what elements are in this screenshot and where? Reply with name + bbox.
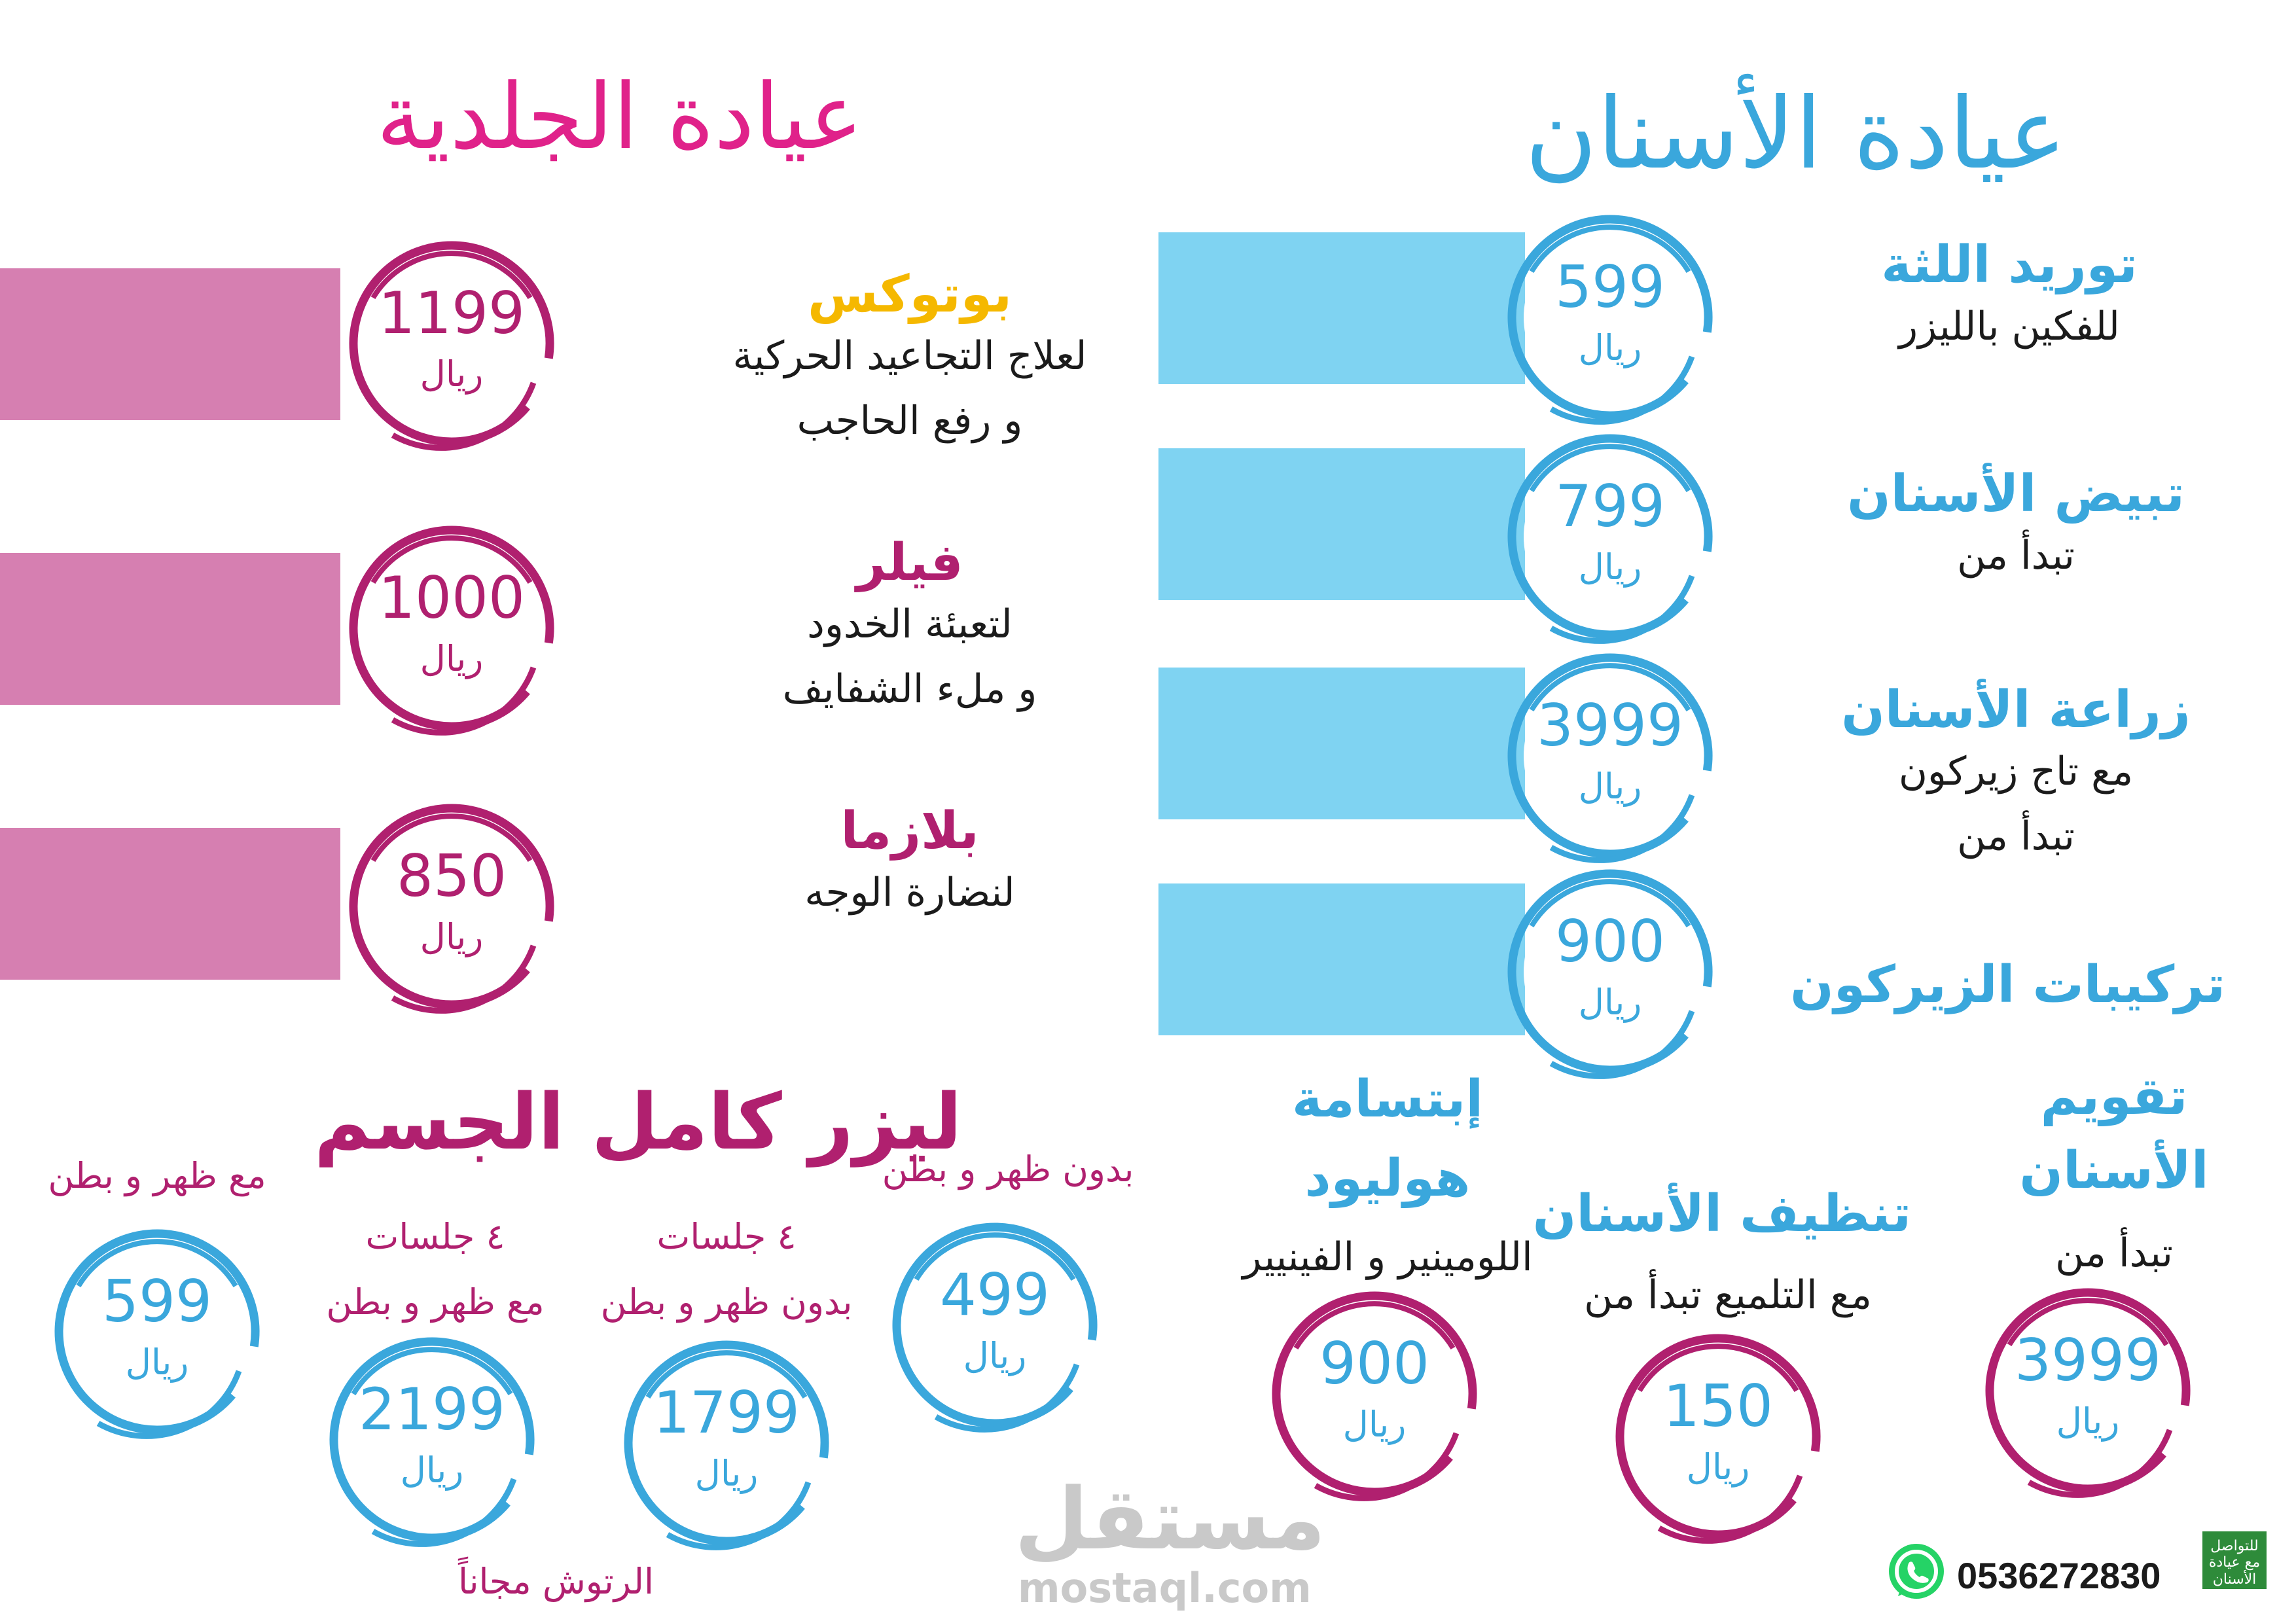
laser-option-1-label: بدون ظهر و بطن [882, 1149, 1134, 1190]
service-desc: لنضارة الوجه [804, 870, 1015, 916]
price-value: 900 [1555, 908, 1665, 975]
service-desc: تبدأ من [1957, 533, 2075, 579]
service-name: بلازما [840, 802, 979, 861]
service-name: تبيض الأسنان [1847, 465, 2185, 524]
price-value: 1199 [378, 279, 525, 347]
currency-label: ريال [963, 1335, 1027, 1376]
whatsapp-icon[interactable] [1885, 1541, 1948, 1604]
dental-bottom-badge-3: 900 ريال [1257, 1276, 1492, 1512]
laser-badge-3: 2199 ريال [314, 1322, 550, 1558]
currency-label: ريال [125, 1342, 189, 1383]
currency-label: ريال [1686, 1446, 1750, 1488]
price-value: 799 [1555, 473, 1665, 540]
service-desc: اللومينير و الفينيير [1242, 1234, 1533, 1280]
contact-phone[interactable]: 0536272830 [1957, 1555, 2161, 1596]
derm-price-badge-3: 850 ريال [334, 789, 569, 1024]
service-name: بوتوكس [808, 265, 1012, 324]
service-desc: لعلاج التجاعيد الحركية و رفع الحاجب [732, 333, 1087, 444]
currency-label: ريال [420, 916, 484, 957]
price-value: 850 [397, 842, 507, 910]
dental-bar-1 [1158, 232, 1525, 384]
price-value: 900 [1319, 1330, 1429, 1397]
currency-label: ريال [420, 353, 484, 395]
service-name: تنظيف الأسنان [1532, 1185, 1911, 1243]
service-desc: للفكين بالليزر [1899, 304, 2120, 349]
dental-bottom-3: إبتسامة هوليود اللومينير و الفينيير [1217, 1060, 1558, 1290]
price-value: 599 [1555, 253, 1665, 321]
price-value: 499 [940, 1261, 1050, 1329]
derm-bar-3 [0, 828, 340, 980]
dental-bar-3 [1158, 668, 1525, 819]
price-value: 1000 [378, 564, 525, 632]
currency-label: ريال [2056, 1400, 2120, 1442]
service-desc: لتعبئة الخدود و ملء الشفايف [782, 601, 1037, 712]
currency-label: ريال [400, 1450, 464, 1491]
dental-bar-4 [1158, 883, 1525, 1035]
laser-option-4-label: مع ظهر و بطن [48, 1155, 266, 1196]
dental-price-badge-3: 3999 ريال [1492, 638, 1728, 874]
service-name: فيلر [856, 533, 963, 592]
currency-label: ريال [1578, 546, 1642, 588]
currency-label: ريال [1578, 982, 1642, 1023]
laser-badge-1: 499 ريال [877, 1207, 1113, 1443]
derm-title: عيادة الجلدية [376, 64, 863, 169]
laser-badge-4: 599 ريال [39, 1214, 275, 1450]
dental-price-badge-4: 900 ريال [1492, 854, 1728, 1090]
service-name: توريد اللثة [1881, 236, 2138, 294]
dental-service-1: توريد اللثة للفكين بالليزر [1826, 236, 2193, 359]
laser-badge-2: 1799 ريال [609, 1325, 844, 1561]
currency-label: ريال [694, 1453, 759, 1494]
dental-service-4: تركيبات الزيركون [1790, 955, 2225, 1014]
derm-price-badge-2: 1000 ريال [334, 510, 569, 746]
service-name: تركيبات الزيركون [1790, 955, 2225, 1014]
service-name: زراعة الأسنان [1841, 681, 2191, 740]
laser-option-3-label: ٤ جلسات مع ظهر و بطن [326, 1216, 545, 1323]
dental-bottom-badge-2: 150 ريال [1600, 1319, 1836, 1554]
derm-service-1: بوتوكس لعلاج التجاعيد الحركية و رفع الحا… [681, 265, 1139, 454]
service-desc: مع تاج زيركون تبدأ من [1898, 749, 2134, 859]
laser-title: ليزر كامل الجسم [314, 1077, 962, 1167]
price-value: 3999 [2015, 1327, 2161, 1394]
currency-label: ريال [1578, 327, 1642, 368]
price-value: 599 [102, 1268, 212, 1335]
currency-label: ريال [1342, 1404, 1407, 1445]
currency-label: ريال [1578, 766, 1642, 807]
service-name: إبتسامة هوليود [1291, 1070, 1484, 1208]
service-desc: مع التلميع تبدأ من [1584, 1272, 1872, 1318]
service-desc: تبدأ من [2055, 1230, 2173, 1277]
price-value: 1799 [653, 1379, 800, 1446]
derm-service-2: فيلر لتعبئة الخدود و ملء الشفايف [681, 533, 1139, 722]
currency-label: ريال [420, 638, 484, 679]
dental-bottom-1: تقويم الأسنان تبدأ من [1964, 1060, 2265, 1286]
dental-service-3: زراعة الأسنان مع تاج زيركون تبدأ من [1826, 681, 2206, 869]
derm-bar-1 [0, 268, 340, 420]
derm-bar-2 [0, 553, 340, 705]
derm-price-badge-1: 1199 ريال [334, 226, 569, 461]
laser-option-2-label: ٤ جلسات بدون ظهر و بطن [600, 1216, 853, 1323]
laser-note: الرتوش مجاناً [458, 1561, 654, 1602]
watermark-latin: mostaql.com [1018, 1564, 1312, 1612]
dental-price-badge-2: 799 ريال [1492, 419, 1728, 654]
price-value: 2199 [359, 1376, 505, 1443]
dental-service-2: تبيض الأسنان تبدأ من [1826, 465, 2206, 588]
dental-bottom-2: تنظيف الأسنان مع التلميع تبدأ من [1532, 1185, 1911, 1328]
price-value: 150 [1663, 1372, 1773, 1440]
price-value: 3999 [1537, 692, 1683, 759]
dental-title: عيادة الأسنان [1525, 77, 2067, 191]
dental-bottom-badge-1: 3999 ريال [1970, 1273, 2206, 1508]
watermark-arabic: مستقل [1014, 1469, 1326, 1569]
contact-badge: للتواصل مع عيادة الأسنان [2202, 1531, 2267, 1589]
service-name: تقويم الأسنان [2019, 1067, 2209, 1201]
dental-price-badge-1: 599 ريال [1492, 200, 1728, 435]
derm-service-3: بلازما لنضارة الوجه [681, 802, 1139, 925]
dental-bar-2 [1158, 448, 1525, 600]
